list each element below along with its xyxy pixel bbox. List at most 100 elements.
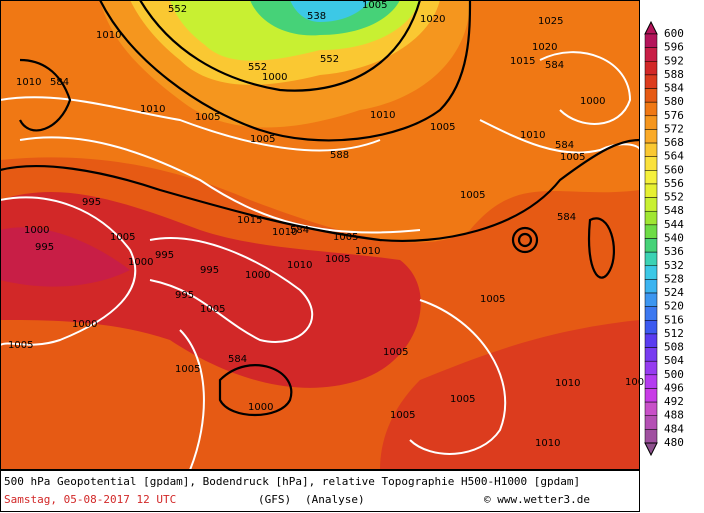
contour-label: 584 — [290, 225, 309, 236]
contour-label: 995 — [82, 197, 101, 208]
contour-label: 1005 — [383, 347, 408, 358]
contour-labels: 552 538 552 552 1005 1020 1025 1020 1015 584 1010 5… — [8, 0, 650, 449]
colorbar-swatch — [644, 374, 658, 389]
colorbar-arrow — [644, 442, 658, 457]
region — [290, 0, 370, 22]
contour-label: 995 — [200, 265, 219, 276]
colorbar-swatch — [644, 360, 658, 376]
contour-label: 1010 — [287, 260, 312, 271]
colorbar-swatch — [644, 129, 658, 144]
contour-label: 1005 — [200, 304, 225, 315]
colorbar-swatch — [644, 251, 658, 267]
contour-label: 584 — [545, 60, 564, 71]
colorbar-swatch — [644, 292, 658, 307]
contour-label: 584 — [555, 140, 574, 151]
contour-label: 1005 — [325, 254, 350, 265]
colorbar-label: 600 — [664, 27, 684, 40]
colorbar-swatch — [644, 33, 658, 48]
colorbar-label: 544 — [664, 218, 684, 231]
colorbar-swatch — [644, 279, 658, 294]
colorbar-label: 516 — [664, 313, 684, 326]
colorbar-label: 484 — [664, 422, 684, 435]
contour-label: 1005 — [560, 152, 585, 163]
contour-label: 552 — [168, 4, 187, 15]
colorbar-swatch — [644, 47, 658, 62]
contour-label: 1000 — [245, 270, 270, 281]
colorbar-label: 512 — [664, 327, 684, 340]
colorbar-label: 556 — [664, 177, 684, 190]
contour-label: 1010 — [16, 77, 41, 88]
contour-label: 1010 — [355, 246, 380, 257]
colorbar-label: 580 — [664, 95, 684, 108]
colorbar-label: 520 — [664, 300, 684, 313]
colorbar-swatch — [644, 333, 658, 348]
region — [380, 320, 640, 470]
contour-label: 1000 — [580, 96, 605, 107]
colorbar-swatch — [644, 388, 658, 403]
colorbar-label: 532 — [664, 259, 684, 272]
colorbar-swatch — [644, 238, 658, 253]
colorbar-label: 548 — [664, 204, 684, 217]
contour-label: 1020 — [532, 42, 557, 53]
contour-label: 1000 — [248, 402, 273, 413]
colorbar-label: 592 — [664, 54, 684, 67]
colorbar-label: 480 — [664, 436, 684, 449]
caption-credit: © www.wetter3.de — [484, 493, 590, 506]
colorbar-swatch — [644, 88, 658, 103]
colorbar-swatch — [644, 101, 658, 117]
colorbar-label: 500 — [664, 368, 684, 381]
map — [0, 0, 640, 470]
colorbar-label: 536 — [664, 245, 684, 258]
colorbar-swatch — [644, 429, 658, 444]
colorbar-swatch — [644, 401, 658, 416]
region — [0, 191, 421, 388]
caption-model: (GFS) — [258, 493, 291, 506]
colorbar-label: 524 — [664, 286, 684, 299]
caption-date: Samstag, 05-08-2017 12 UTC — [4, 493, 176, 506]
colorbar-label: 596 — [664, 41, 684, 54]
contour-label: 584 — [228, 354, 247, 365]
contour-label: 1005 — [195, 112, 220, 123]
contour-label: 1000 — [24, 225, 49, 236]
contour-label: 1005 — [460, 190, 485, 201]
colorbar-swatch — [644, 306, 658, 321]
colorbar-swatch — [644, 320, 658, 335]
colorbar-label: 584 — [664, 82, 684, 95]
contour-label: 1010 — [535, 438, 560, 449]
colorbar-label: 576 — [664, 109, 684, 122]
colorbar-swatch — [644, 142, 658, 157]
contour-label: 552 — [320, 54, 339, 65]
contour-label: 1015 — [237, 215, 262, 226]
contour-label: 1005 — [625, 377, 650, 388]
contour-label: 1010 — [520, 130, 545, 141]
contour-label: 1000 — [128, 257, 153, 268]
isobars — [0, 51, 640, 470]
contour-label: 1010 — [555, 378, 580, 389]
contour-label: 552 — [248, 62, 267, 73]
colorbar-swatch — [644, 170, 658, 185]
colorbar-label: 552 — [664, 191, 684, 204]
contour-label: 1005 — [110, 232, 135, 243]
colorbar-label: 560 — [664, 163, 684, 176]
contour-label: 1005 — [333, 232, 358, 243]
colorbar-label: 564 — [664, 150, 684, 163]
colorbar-label: 496 — [664, 381, 684, 394]
colorbar-label: 540 — [664, 232, 684, 245]
contour-label: 1020 — [420, 14, 445, 25]
colorbar-label: 568 — [664, 136, 684, 149]
contour-label: 1005 — [480, 294, 505, 305]
contour-label: 584 — [557, 212, 576, 223]
contour-label: 1005 — [362, 0, 387, 11]
contour-label: 538 — [307, 11, 326, 22]
colorbar-label: 488 — [664, 409, 684, 422]
colorbar-swatch — [644, 115, 658, 130]
contour-label: 1025 — [538, 16, 563, 27]
colorbar-swatch — [644, 183, 658, 198]
map-frame — [0, 0, 640, 470]
contour-label: 1005 — [430, 122, 455, 133]
contour-label: 1000 — [72, 319, 97, 330]
height-contours — [0, 0, 640, 417]
contour-label: 995 — [155, 250, 174, 261]
